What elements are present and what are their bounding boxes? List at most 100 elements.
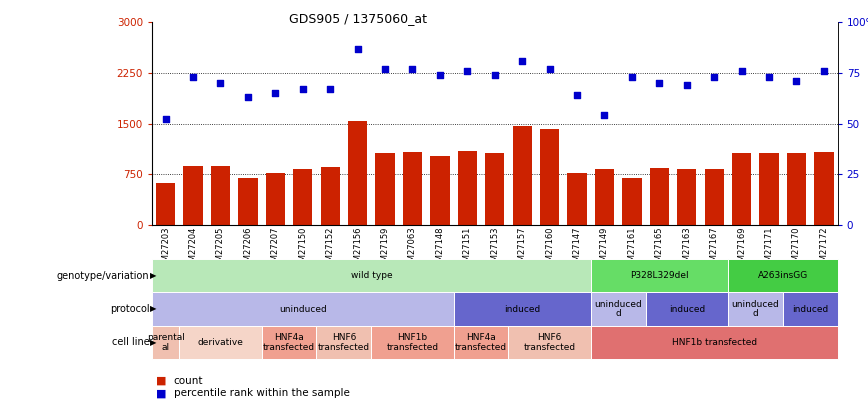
Point — [762, 74, 776, 80]
Text: GSM27160: GSM27160 — [545, 226, 554, 272]
Text: genotype/variation: genotype/variation — [56, 271, 149, 281]
Text: GSM27159: GSM27159 — [380, 226, 390, 272]
Text: GSM27153: GSM27153 — [490, 226, 499, 272]
Point — [159, 116, 173, 123]
Bar — [152, 292, 454, 326]
Text: GSM27161: GSM27161 — [628, 226, 636, 272]
Point — [433, 72, 447, 78]
Bar — [320, 167, 339, 225]
Point — [296, 86, 310, 92]
Text: induced: induced — [504, 305, 540, 313]
Text: A263insGG: A263insGG — [758, 271, 808, 280]
Text: GSM27170: GSM27170 — [792, 226, 801, 272]
Point — [734, 68, 748, 74]
Text: GSM27163: GSM27163 — [682, 226, 691, 272]
Point — [707, 74, 721, 80]
Text: GSM27167: GSM27167 — [710, 226, 719, 272]
Text: percentile rank within the sample: percentile rank within the sample — [174, 388, 350, 398]
Point — [542, 66, 556, 72]
Bar — [261, 326, 317, 359]
Text: GSM27206: GSM27206 — [243, 226, 253, 272]
Text: induced: induced — [792, 305, 828, 313]
Text: ■: ■ — [156, 388, 167, 398]
Text: cell line: cell line — [112, 337, 149, 347]
Point — [323, 86, 337, 92]
Text: GSM27169: GSM27169 — [737, 226, 746, 272]
Point — [488, 72, 502, 78]
Text: wild type: wild type — [351, 271, 392, 280]
Text: uninduced
d: uninduced d — [595, 300, 642, 318]
Point — [378, 66, 392, 72]
Bar — [677, 169, 696, 225]
Text: GSM27063: GSM27063 — [408, 226, 417, 272]
Text: parental
al: parental al — [147, 333, 185, 352]
Bar — [403, 152, 422, 225]
Point — [653, 80, 667, 86]
Bar — [152, 326, 180, 359]
Text: GSM27147: GSM27147 — [573, 226, 582, 272]
Bar — [509, 326, 591, 359]
Text: HNF6
transfected: HNF6 transfected — [523, 333, 575, 352]
Text: induced: induced — [668, 305, 705, 313]
Text: GSM27172: GSM27172 — [819, 226, 828, 272]
Text: ■: ■ — [156, 376, 167, 386]
Text: GSM27203: GSM27203 — [161, 226, 170, 272]
Bar — [591, 259, 728, 292]
Bar — [317, 326, 372, 359]
Bar — [705, 169, 724, 225]
Bar — [152, 259, 591, 292]
Text: GSM27151: GSM27151 — [463, 226, 472, 272]
Bar — [348, 121, 367, 225]
Point — [817, 68, 831, 74]
Bar — [732, 153, 751, 225]
Text: GSM27149: GSM27149 — [600, 226, 609, 272]
Text: uninduced
d: uninduced d — [732, 300, 779, 318]
Text: GSM27207: GSM27207 — [271, 226, 279, 272]
Text: GSM27157: GSM27157 — [517, 226, 527, 272]
Bar — [591, 292, 646, 326]
Bar — [454, 326, 509, 359]
Point — [516, 58, 529, 64]
Bar — [239, 177, 258, 225]
Bar — [156, 183, 175, 225]
Point — [351, 45, 365, 52]
Bar — [760, 153, 779, 225]
Point — [268, 90, 282, 96]
Bar — [211, 166, 230, 225]
Bar — [650, 168, 669, 225]
Bar — [372, 326, 454, 359]
Text: GSM27150: GSM27150 — [299, 226, 307, 272]
Point — [680, 82, 694, 88]
Bar — [293, 169, 312, 225]
Text: protocol: protocol — [109, 304, 149, 314]
Point — [570, 92, 584, 98]
Bar — [457, 151, 477, 225]
Bar — [728, 292, 783, 326]
Bar — [485, 153, 504, 225]
Text: GSM27148: GSM27148 — [436, 226, 444, 272]
Text: uninduced: uninduced — [279, 305, 326, 313]
Text: GSM27165: GSM27165 — [654, 226, 664, 272]
Point — [186, 74, 200, 80]
Bar — [787, 153, 806, 225]
Point — [625, 74, 639, 80]
Text: HNF6
transfected: HNF6 transfected — [318, 333, 370, 352]
Bar — [513, 126, 532, 225]
Text: HNF4a
transfected: HNF4a transfected — [455, 333, 507, 352]
Text: GSM27171: GSM27171 — [765, 226, 773, 272]
Point — [214, 80, 227, 86]
Text: ▶: ▶ — [150, 271, 156, 280]
Bar — [266, 173, 285, 225]
Bar — [591, 326, 838, 359]
Bar — [646, 292, 728, 326]
Bar — [568, 173, 587, 225]
Text: GSM27152: GSM27152 — [326, 226, 335, 272]
Text: GDS905 / 1375060_at: GDS905 / 1375060_at — [289, 12, 426, 25]
Bar — [454, 292, 591, 326]
Text: GSM27156: GSM27156 — [353, 226, 362, 272]
Text: count: count — [174, 376, 203, 386]
Bar — [783, 292, 838, 326]
Point — [597, 112, 611, 119]
Text: P328L329del: P328L329del — [630, 271, 688, 280]
Text: GSM27205: GSM27205 — [216, 226, 225, 272]
